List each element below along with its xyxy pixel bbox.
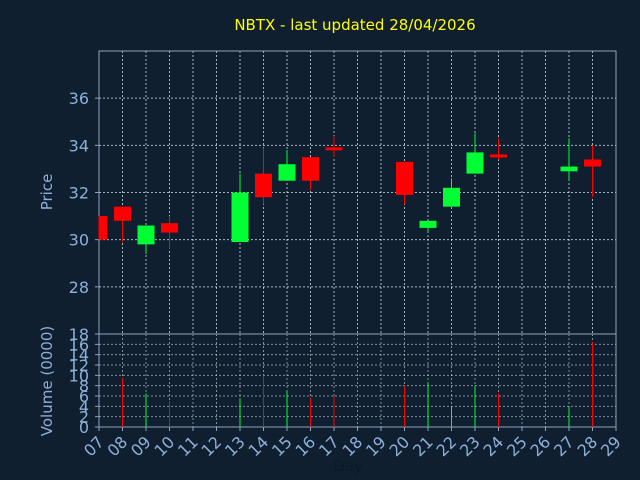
candle-body: [255, 173, 272, 198]
candle-body: [325, 147, 343, 151]
volume-tick-label: 6: [79, 387, 89, 406]
candle-body: [419, 220, 437, 228]
volume-tick-label: 8: [79, 377, 89, 396]
candle-body: [560, 166, 578, 172]
x-tick-label: 29: [597, 432, 625, 460]
volume-tick-label: 4: [79, 397, 89, 416]
candle-body: [161, 223, 178, 233]
x-axis: 0708091011121314151617181920212223242526…: [80, 427, 625, 460]
price-tick-label: 28: [69, 278, 89, 297]
volume-axis-label: Volume (0000): [38, 326, 56, 436]
candle-body: [443, 187, 460, 207]
price-axis-label: Price: [38, 174, 56, 211]
price-tick-label: 36: [69, 89, 89, 108]
candle-body: [278, 164, 296, 181]
candle-body: [137, 225, 155, 245]
volume-tick-label: 10: [69, 366, 89, 385]
candle-body: [114, 206, 131, 221]
candle-body: [466, 152, 484, 174]
price-tick-label: 34: [69, 136, 89, 155]
volume-tick-label: 14: [69, 346, 89, 365]
volume-tick-label: 2: [79, 408, 89, 427]
price-tick-label: 32: [69, 184, 89, 203]
x-axis-label: Day: [333, 457, 363, 475]
candle-body: [490, 154, 507, 158]
candle-body: [99, 216, 108, 240]
candle-body: [302, 157, 319, 181]
volume-tick-label: 0: [79, 418, 89, 437]
candle-body: [231, 192, 249, 243]
price-tick-label: 30: [69, 231, 89, 250]
candle-body: [396, 161, 413, 195]
volume-tick-label: 16: [69, 335, 89, 354]
volume-tick-label: 18: [69, 325, 89, 344]
chart-title: NBTX - last updated 28/04/2026: [234, 16, 475, 34]
price-panel: 28 30 32 34 36: [69, 50, 617, 335]
candle-body: [584, 159, 601, 167]
volume-tick-label: 12: [69, 356, 89, 375]
